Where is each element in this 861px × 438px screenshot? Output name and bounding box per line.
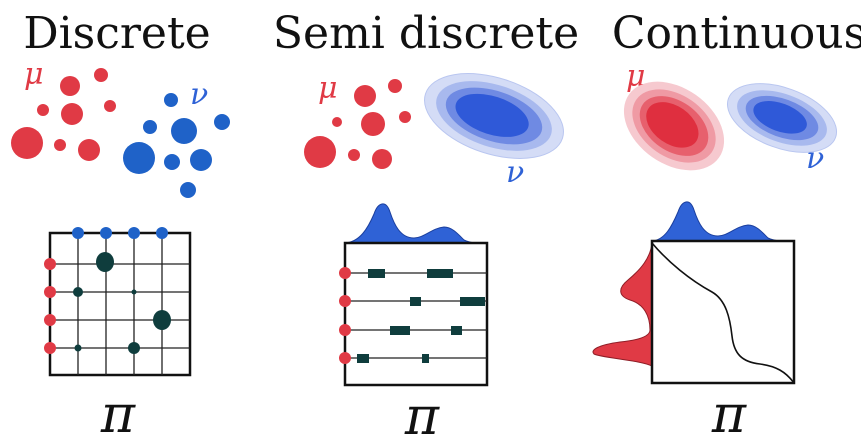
semi-plan-frame <box>343 241 489 387</box>
continuous-plan-frame <box>650 239 796 385</box>
nu-point <box>190 149 212 171</box>
plan-mu-marker <box>44 258 56 270</box>
discrete-nu-label: ν <box>190 77 208 112</box>
continuous-nu-marginal <box>651 201 795 242</box>
plan-mass <box>153 310 171 330</box>
mu-point <box>332 117 342 127</box>
nu-point <box>123 142 155 174</box>
plan-segment <box>460 297 485 306</box>
continuous-title: Continuous <box>612 8 861 59</box>
plan-segment <box>410 297 421 306</box>
discrete-mu-points <box>11 68 116 161</box>
mu-point <box>11 127 43 159</box>
plan-nu-marker <box>156 227 168 239</box>
continuous-mu-marginal <box>592 241 653 367</box>
discrete-panel: Discrete μ ν <box>11 8 230 438</box>
plan-mu-marker <box>339 295 351 307</box>
plan-mu-marker <box>44 286 56 298</box>
nu-point <box>164 93 178 107</box>
plan-mass <box>128 342 140 354</box>
mu-point <box>104 100 116 112</box>
continuous-mu-density <box>623 81 725 171</box>
plan-segment <box>390 326 410 335</box>
plan-nu-marker <box>100 227 112 239</box>
nu-point <box>180 182 196 198</box>
semi-mu-points <box>304 79 411 169</box>
plan-mu-marker <box>44 342 56 354</box>
transport-map-curve <box>651 242 795 384</box>
discrete-title: Discrete <box>23 8 210 59</box>
mu-point <box>54 139 66 151</box>
discrete-mu-label: μ <box>24 57 44 92</box>
mu-point <box>60 76 80 96</box>
plan-nu-marker <box>128 227 140 239</box>
mu-point <box>399 111 411 123</box>
semi-nu-density <box>424 73 564 159</box>
semi-mu-label: μ <box>318 71 338 106</box>
continuous-panel: Continuous μ ν π <box>592 8 861 438</box>
mu-point <box>61 103 83 125</box>
nu-point <box>214 114 230 130</box>
plan-mu-marker <box>339 352 351 364</box>
plan-mass <box>96 252 114 272</box>
mu-point <box>37 104 49 116</box>
plan-mass <box>131 289 137 295</box>
plan-segment <box>422 354 429 363</box>
plan-mass <box>74 344 82 352</box>
plan-mu-marker <box>339 267 351 279</box>
plan-segment <box>451 326 462 335</box>
discrete-nu-points <box>123 93 230 198</box>
plan-segment <box>357 354 369 363</box>
mu-point <box>94 68 108 82</box>
semi-title: Semi discrete <box>273 8 579 59</box>
nu-point <box>171 118 197 144</box>
discrete-pi-label: π <box>100 385 136 438</box>
mu-point <box>78 139 100 161</box>
plan-mu-marker <box>44 314 56 326</box>
semi-panel: Semi discrete μ ν <box>273 8 579 438</box>
continuous-pi-label: π <box>711 385 747 438</box>
mu-point <box>354 85 376 107</box>
plan-mass <box>73 287 83 297</box>
nu-point <box>164 154 180 170</box>
nu-point <box>143 120 157 134</box>
mu-point <box>348 149 360 161</box>
mu-point <box>361 112 385 136</box>
discrete-plan-frame <box>48 231 192 377</box>
plan-mu-marker <box>339 324 351 336</box>
plan-nu-marker <box>72 227 84 239</box>
mu-point <box>372 149 392 169</box>
plan-segment <box>427 269 453 278</box>
semi-pi-label: π <box>404 387 440 438</box>
semi-nu-label: ν <box>506 155 524 190</box>
continuous-nu-density <box>726 83 838 153</box>
mu-point <box>388 79 402 93</box>
semi-nu-marginal <box>344 203 489 244</box>
discrete-plan-grid <box>44 227 192 377</box>
mu-point <box>304 136 336 168</box>
plan-segment <box>368 269 385 278</box>
